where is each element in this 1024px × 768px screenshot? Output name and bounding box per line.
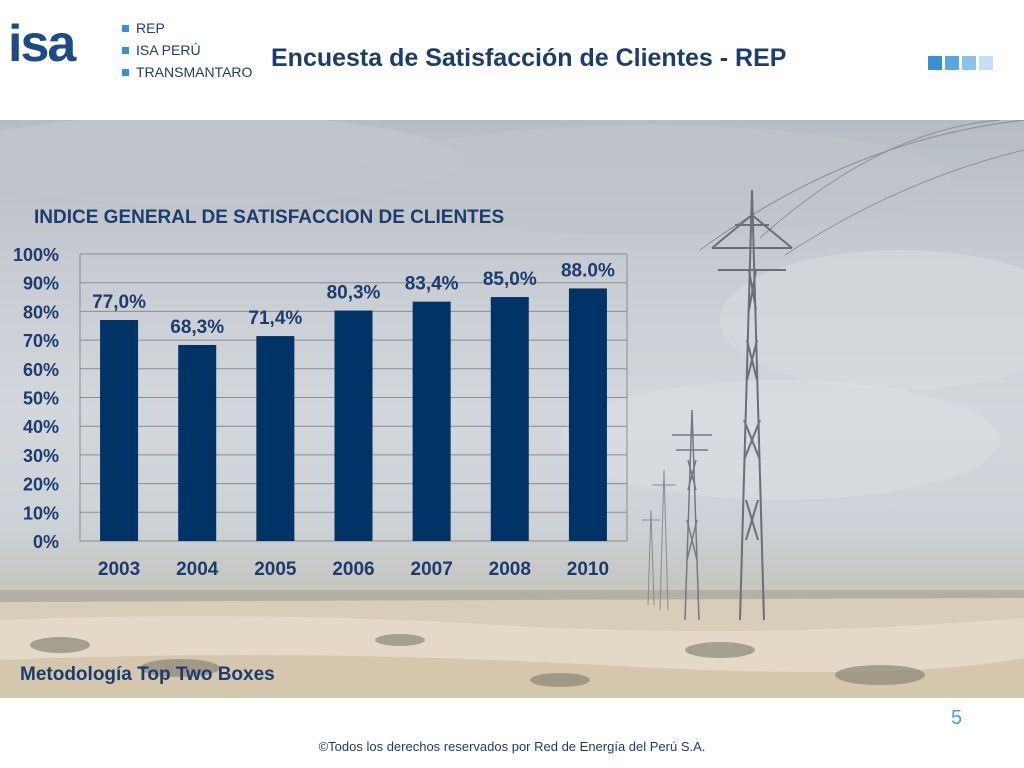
y-tick-label: 60% — [23, 360, 59, 380]
bar — [256, 336, 295, 541]
company-item-transmantaro: TRANSMANTARO — [122, 61, 252, 83]
satisfaction-bar-chart: 0% 10% 20% 30% 40% 50% 60% 70% 80% 90% 100% 77,0% 20… — [13, 245, 628, 580]
bar — [178, 344, 217, 541]
bar — [412, 301, 451, 541]
data-label: 77,0% — [92, 292, 146, 313]
y-tick-label: 100% — [13, 245, 59, 265]
x-tick-label: 2004 — [176, 559, 219, 580]
transmission-tower-icon — [642, 469, 676, 611]
data-label: 88.0% — [561, 260, 615, 281]
bullet-square-icon — [122, 68, 129, 76]
y-tick-label: 30% — [23, 446, 59, 466]
square-3 — [962, 56, 976, 70]
transmission-tower-icon — [711, 189, 793, 621]
data-label: 68,3% — [170, 317, 224, 338]
bullet-square-icon — [122, 24, 129, 32]
x-tick-label: 2006 — [332, 559, 374, 580]
company-list: REP ISA PERÚ TRANSMANTARO — [122, 17, 252, 83]
square-4 — [979, 56, 993, 70]
landscape-illustration — [0, 120, 1024, 698]
bar — [334, 310, 373, 541]
square-1 — [928, 56, 942, 70]
chart-title: INDICE GENERAL DE SATISFACCION DE CLIENT… — [34, 207, 505, 228]
page-number: 5 — [951, 707, 963, 729]
bar — [568, 288, 607, 541]
data-label: 71,4% — [248, 308, 302, 329]
company-item-isa-peru: ISA PERÚ — [122, 39, 252, 61]
methodology-note: Metodología Top Two Boxes — [20, 664, 275, 685]
data-label: 85,0% — [483, 269, 537, 290]
bullet-square-icon — [122, 46, 129, 54]
x-tick-label: 2007 — [411, 559, 453, 580]
y-tick-label: 40% — [23, 417, 59, 437]
x-tick-label: 2010 — [567, 559, 609, 580]
x-tick-label: 2005 — [254, 559, 297, 580]
bar — [490, 297, 529, 541]
bar — [100, 320, 139, 541]
square-2 — [945, 56, 959, 70]
transmission-tower-icon — [672, 409, 712, 621]
x-tick-label: 2008 — [489, 559, 531, 580]
copyright-notice: ©Todos los derechos reservados por Red d… — [318, 739, 706, 754]
y-tick-label: 0% — [33, 532, 59, 552]
background-photo — [0, 120, 1024, 698]
isa-logo: isa — [8, 15, 76, 73]
data-label: 83,4% — [405, 274, 459, 295]
y-tick-label: 20% — [23, 475, 59, 495]
company-item-rep: REP — [122, 17, 252, 39]
y-tick-label: 90% — [23, 274, 59, 294]
x-tick-label: 2003 — [98, 559, 140, 580]
y-tick-label: 50% — [23, 389, 59, 409]
slide-header: isa REP ISA PERÚ TRANSMANTARO Encuesta d… — [0, 0, 1024, 118]
y-tick-label: 70% — [23, 331, 59, 351]
page-title: Encuesta de Satisfacción de Clientes - R… — [271, 44, 787, 72]
y-tick-label: 80% — [23, 302, 59, 322]
data-label: 80,3% — [327, 283, 381, 304]
decorative-squares-icon — [928, 56, 996, 70]
y-tick-label: 10% — [23, 503, 59, 523]
